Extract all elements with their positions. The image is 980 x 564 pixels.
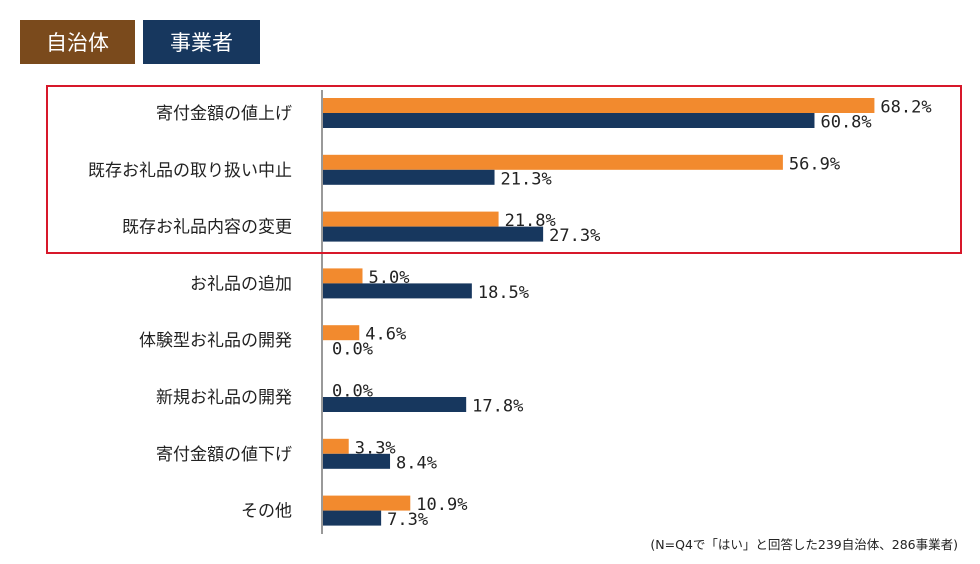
bar-municipality xyxy=(322,268,363,284)
category-label: 既存お礼品内容の変更 xyxy=(122,218,292,238)
value-label-business: 17.8% xyxy=(472,397,523,417)
value-label-business: 27.3% xyxy=(549,226,600,246)
value-label-municipality: 56.9% xyxy=(789,154,840,174)
value-label-business: 18.5% xyxy=(478,283,529,303)
legend-business-label: 事業者 xyxy=(170,31,233,55)
bar-business xyxy=(322,169,495,185)
highlight-box xyxy=(46,85,962,254)
value-label-municipality: 68.2% xyxy=(880,98,931,118)
bar-municipality xyxy=(322,154,783,170)
category-label: 寄付金額の値下げ xyxy=(156,445,292,465)
value-label-business: 7.3% xyxy=(387,510,428,530)
bar-business xyxy=(322,397,467,412)
category-label: 新規お礼品の開発 xyxy=(156,388,292,408)
value-label-business: 60.8% xyxy=(820,113,871,133)
value-label-municipality: 21.8% xyxy=(505,211,556,231)
bar-municipality xyxy=(322,211,499,227)
value-label-municipality: 3.3% xyxy=(355,438,396,458)
category-label: 体験型お礼品の開発 xyxy=(139,331,292,351)
bar-municipality xyxy=(322,495,411,511)
legend-municipality[interactable]: 自治体 xyxy=(20,20,135,64)
sample-size-note: (N=Q4で「はい」と回答した239自治体、286事業者) xyxy=(650,537,958,552)
value-label-business: 0.0% xyxy=(332,340,373,360)
bar-business xyxy=(322,283,472,299)
category-label: 既存お礼品の取り扱い中止 xyxy=(88,161,292,181)
bar-municipality xyxy=(322,98,875,113)
category-label: その他 xyxy=(241,502,292,522)
value-label-municipality: 0.0% xyxy=(332,382,373,402)
category-label: 寄付金額の値上げ xyxy=(156,104,292,124)
value-label-business: 21.3% xyxy=(501,169,552,189)
value-label-municipality: 10.9% xyxy=(416,495,467,515)
bar-municipality xyxy=(322,438,349,454)
value-label-business: 8.4% xyxy=(396,453,437,473)
legend-municipality-label: 自治体 xyxy=(46,31,109,55)
value-label-municipality: 4.6% xyxy=(365,325,406,345)
legend-business[interactable]: 事業者 xyxy=(143,20,260,64)
bar-municipality xyxy=(322,325,360,341)
bar-business xyxy=(322,113,815,128)
bar-business xyxy=(322,510,382,526)
bar-business xyxy=(322,453,391,469)
category-label: お礼品の追加 xyxy=(190,274,292,294)
value-label-municipality: 5.0% xyxy=(369,268,410,288)
bar-business xyxy=(322,226,544,242)
